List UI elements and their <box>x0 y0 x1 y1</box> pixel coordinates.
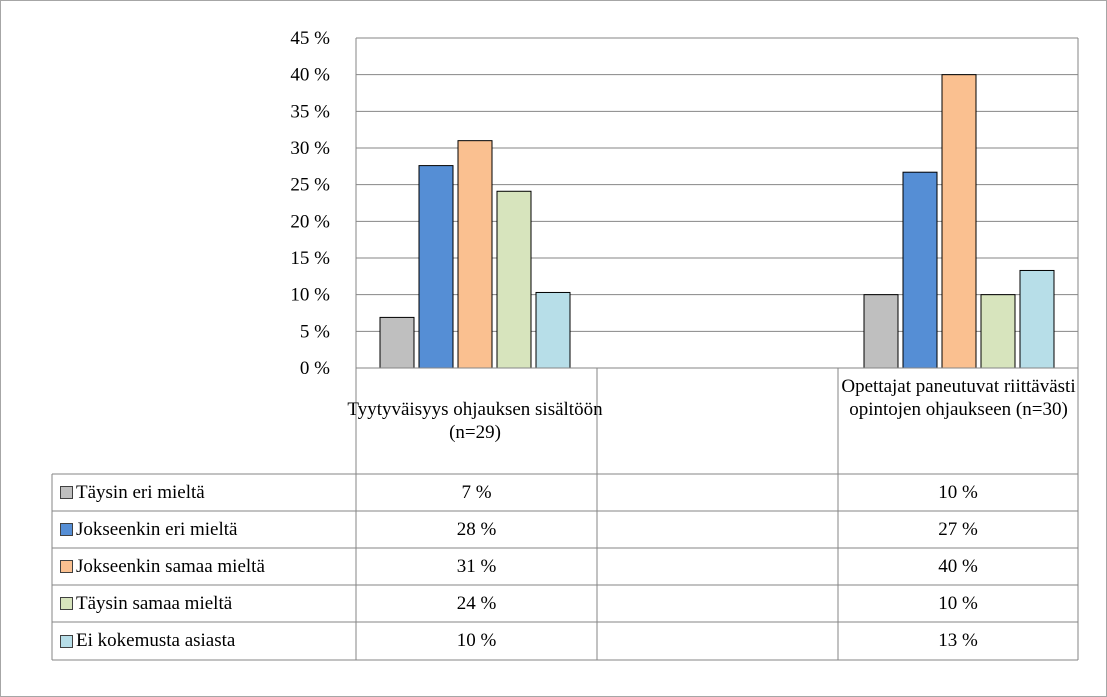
data-label: 10 % <box>938 593 978 614</box>
data-label: 13 % <box>938 630 978 651</box>
category-label-1: Tyytyväisyys ohjauksen sisältöön (n=29) <box>347 399 603 443</box>
y-tick-label: 40 % <box>290 65 330 86</box>
legend-key-swatch <box>60 560 73 573</box>
y-tick-label: 35 % <box>290 101 330 122</box>
data-label: 10 % <box>456 630 497 651</box>
data-label: 40 % <box>938 556 978 577</box>
bar <box>379 316 415 369</box>
bars <box>379 74 1055 369</box>
bar <box>863 294 899 369</box>
data-label: 28 % <box>456 519 497 540</box>
legend-key-swatch <box>60 597 73 610</box>
legend-entry: Ei kokemusta asiasta <box>52 622 356 660</box>
legend-key-swatch <box>60 523 73 536</box>
y-tick-label: 10 % <box>290 285 330 306</box>
legend-entry: Täysin eri mieltä <box>52 474 356 511</box>
legend-key-swatch <box>60 486 73 499</box>
category-label-2: Opettajat paneutuvat riittävästi opintoj… <box>841 376 1076 420</box>
data-label: 7 % <box>461 482 492 503</box>
y-tick-label: 45 % <box>290 28 330 49</box>
bar <box>457 140 493 369</box>
bar <box>418 165 454 369</box>
data-label: 10 % <box>938 482 978 503</box>
y-tick-label: 5 % <box>300 321 330 342</box>
legend-label: Jokseenkin eri mieltä <box>76 518 238 540</box>
bar <box>1019 269 1055 369</box>
y-tick-label: 30 % <box>290 138 330 159</box>
y-axis-ticks: 0 % 5 % 10 % 15 % 20 % 25 % 30 % 35 % 40 % 45 % <box>290 28 330 379</box>
y-tick-label: 15 % <box>290 248 330 269</box>
legend-key-swatch <box>60 634 73 648</box>
y-tick-label: 25 % <box>290 175 330 196</box>
bar <box>941 74 977 369</box>
data-table-lines <box>51 38 1079 661</box>
data-label: 24 % <box>456 593 497 614</box>
legend-entry: Täysin samaa mieltä <box>52 585 356 622</box>
legend-label: Täysin samaa mieltä <box>76 592 233 614</box>
bar <box>980 294 1016 369</box>
data-label: 31 % <box>456 556 497 577</box>
bar <box>496 190 532 369</box>
y-tick-label: 20 % <box>290 211 330 232</box>
legend-label: Jokseenkin samaa mieltä <box>76 555 265 577</box>
legend-entry: Jokseenkin samaa mieltä <box>52 548 356 585</box>
y-tick-label: 0 % <box>300 358 330 379</box>
legend-entry: Jokseenkin eri mieltä <box>52 511 356 548</box>
bar <box>535 291 571 369</box>
legend-label: Ei kokemusta asiasta <box>76 630 236 651</box>
legend-label: Täysin eri mieltä <box>76 481 205 503</box>
data-label: 27 % <box>938 519 978 540</box>
bar <box>902 171 938 369</box>
